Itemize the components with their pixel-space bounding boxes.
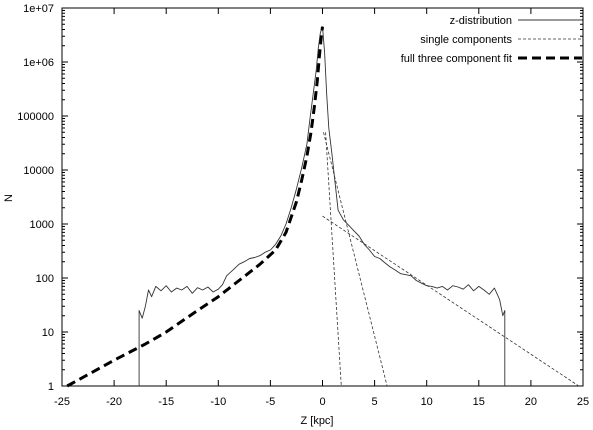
y-tick-label: 1000 xyxy=(30,219,54,231)
y-tick-label: 1e+06 xyxy=(23,57,54,69)
y-axis-ticks: 1 10 100 1000 10000 100000 1e+06 1e+07 xyxy=(17,3,583,393)
y-axis-label: N xyxy=(3,194,15,202)
x-axis-label: Z [kpc] xyxy=(300,415,333,427)
x-tick-label: 10 xyxy=(421,396,433,408)
y-tick-label: 1e+07 xyxy=(23,3,54,15)
series-1-component-line xyxy=(323,132,388,387)
x-tick-label: 0 xyxy=(319,396,325,408)
legend-label: single components xyxy=(420,34,512,46)
series-2-line xyxy=(66,26,324,388)
x-tick-label: 5 xyxy=(372,396,378,408)
legend-label: full three component fit xyxy=(401,53,512,65)
x-tick-label: 25 xyxy=(577,396,589,408)
legend: z-distribution single components full thre… xyxy=(401,15,582,65)
x-tick-label: -15 xyxy=(158,396,174,408)
x-tick-label: -20 xyxy=(106,396,122,408)
x-axis-ticks: -25 -20 -15 -10 -5 0 5 10 15 20 25 xyxy=(54,8,589,408)
x-tick-label: -10 xyxy=(210,396,226,408)
series-layer xyxy=(66,26,580,388)
y-tick-label: 10000 xyxy=(23,165,54,177)
y-tick-label: 10 xyxy=(42,327,54,339)
y-tick-label: 1 xyxy=(48,381,54,393)
series-1-component-line xyxy=(325,132,342,387)
y-tick-label: 100 xyxy=(36,273,54,285)
series-1-component-line xyxy=(322,215,580,387)
y-tick-label: 100000 xyxy=(17,111,54,123)
x-tick-label: 15 xyxy=(473,396,485,408)
x-tick-label: -25 xyxy=(54,396,70,408)
x-tick-label: 20 xyxy=(525,396,537,408)
legend-label: z-distribution xyxy=(450,15,512,27)
x-tick-label: -5 xyxy=(266,396,276,408)
